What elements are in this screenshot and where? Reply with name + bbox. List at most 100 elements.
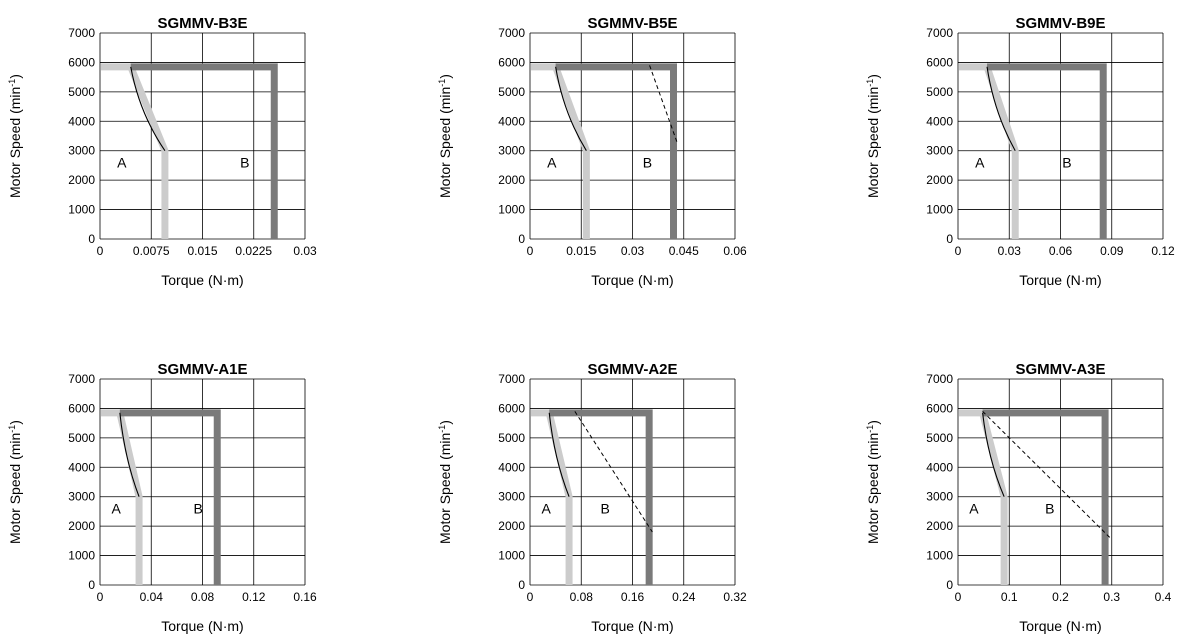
y-tick-label: 5000: [926, 431, 953, 445]
chart-panel: A B SGMMV-A2E 0 1000 2000 3000 4000 5000 6000 7000…: [437, 361, 747, 634]
chart-panel: A B SGMMV-B9E 0 1000 2000 3000 4000 5000 6000 7000…: [865, 15, 1175, 288]
dashed-limit-line: [574, 411, 653, 533]
y-axis-label-main: Motor Speed (min: [865, 87, 881, 198]
x-tick-label: 0.06: [723, 244, 747, 258]
region-label-a: A: [969, 500, 979, 516]
x-tick-label: 0.03: [293, 244, 317, 258]
region-label-b: B: [194, 500, 203, 516]
y-tick-label: 4000: [68, 114, 95, 128]
y-axis-label-main: Motor Speed (min: [437, 433, 453, 544]
y-tick-label: 7000: [498, 372, 525, 386]
x-tick-label: 0.4: [1155, 590, 1172, 604]
region-label-b: B: [240, 154, 249, 170]
chart-title: SGMMV-B3E: [157, 15, 247, 32]
y-axis-label: Motor Speed (min-1): [437, 74, 453, 198]
y-tick-label: 4000: [498, 460, 525, 474]
y-tick-label: 3000: [498, 490, 525, 504]
region-label-a: A: [117, 154, 127, 170]
y-tick-label: 5000: [926, 85, 953, 99]
x-tick-label: 0.09: [1100, 244, 1124, 258]
y-tick-label: 2000: [68, 519, 95, 533]
y-tick-label: 1000: [498, 549, 525, 563]
characteristic-curve: [119, 412, 140, 497]
region-a-boundary: [959, 409, 1008, 585]
region-label-a: A: [112, 500, 122, 516]
y-tick-label: 6000: [498, 55, 525, 69]
y-tick-label: 1000: [68, 203, 95, 217]
chart-title: SGMMV-A1E: [157, 361, 247, 378]
y-tick-label: 2000: [926, 173, 953, 187]
region-b-boundary: [982, 409, 1109, 585]
y-tick-label: 3000: [68, 144, 95, 158]
y-axis-label-main: Motor Speed (min: [7, 87, 23, 198]
x-axis-label: Torque (N·m): [1019, 272, 1101, 288]
y-tick-label: 5000: [68, 85, 95, 99]
x-tick-label: 0.015: [187, 244, 217, 258]
x-tick-label: 0.12: [242, 590, 266, 604]
y-tick-label: 7000: [926, 26, 953, 40]
region-a-boundary: [531, 409, 573, 585]
characteristic-curve: [982, 412, 1005, 497]
x-tick-label: 0.2: [1052, 590, 1069, 604]
chart-panel: A B SGMMV-A1E 0 1000 2000 3000 4000 5000 6000 7000…: [7, 361, 317, 634]
y-tick-label: 4000: [926, 114, 953, 128]
y-axis-label-close: ): [865, 74, 881, 79]
y-axis-label: Motor Speed (min-1): [865, 420, 881, 544]
x-tick-label: 0.04: [140, 590, 164, 604]
x-tick-label: 0.12: [1151, 244, 1175, 258]
y-tick-label: 7000: [926, 372, 953, 386]
x-tick-label: 0.045: [669, 244, 699, 258]
x-tick-label: 0.32: [723, 590, 747, 604]
y-axis-label: Motor Speed (min-1): [7, 74, 23, 198]
y-axis-label: Motor Speed (min-1): [865, 74, 881, 198]
y-axis-label-close: ): [7, 420, 23, 425]
characteristic-curve: [548, 412, 570, 497]
y-tick-label: 5000: [498, 85, 525, 99]
x-tick-label: 0: [527, 244, 534, 258]
region-label-b: B: [1062, 154, 1071, 170]
y-axis-label: Motor Speed (min-1): [7, 420, 23, 544]
y-tick-label: 6000: [926, 55, 953, 69]
y-tick-label: 0: [518, 578, 525, 592]
chart-title: SGMMV-A3E: [1015, 361, 1105, 378]
y-axis-label-close: ): [865, 420, 881, 425]
characteristic-curve: [555, 66, 587, 152]
y-tick-label: 1000: [926, 203, 953, 217]
chart-panel: A B SGMMV-B5E 0 1000 2000 3000 4000 5000 6000 7000…: [437, 15, 747, 288]
y-tick-label: 2000: [68, 173, 95, 187]
y-axis-label-superscript: -1: [865, 79, 875, 87]
chart-panel: A B SGMMV-B3E 0 1000 2000 3000 4000 5000 6000 7000…: [7, 15, 317, 288]
y-tick-label: 0: [88, 578, 95, 592]
x-tick-label: 0.16: [293, 590, 317, 604]
y-axis-label-superscript: -1: [437, 79, 447, 87]
region-b-boundary: [555, 63, 677, 239]
chart-panel: A B SGMMV-A3E 0 1000 2000 3000 4000 5000 6000 7000…: [865, 361, 1172, 634]
region-a-boundary: [959, 63, 1019, 239]
region-b-boundary: [130, 63, 278, 239]
y-tick-label: 7000: [498, 26, 525, 40]
x-tick-label: 0: [955, 244, 962, 258]
x-tick-label: 0.08: [570, 590, 594, 604]
y-tick-label: 0: [518, 232, 525, 246]
y-axis-label: Motor Speed (min-1): [437, 420, 453, 544]
x-tick-label: 0: [97, 590, 104, 604]
y-tick-label: 5000: [498, 431, 525, 445]
region-a-boundary: [101, 409, 143, 585]
x-tick-label: 0.015: [566, 244, 596, 258]
region-label-a: A: [547, 154, 557, 170]
y-tick-label: 7000: [68, 26, 95, 40]
y-axis-label-close: ): [7, 74, 23, 79]
chart-title: SGMMV-B9E: [1015, 15, 1105, 32]
y-axis-label-superscript: -1: [865, 425, 875, 433]
x-tick-label: 0.3: [1103, 590, 1120, 604]
y-tick-label: 4000: [926, 460, 953, 474]
y-tick-label: 3000: [68, 490, 95, 504]
y-axis-label-superscript: -1: [7, 425, 17, 433]
characteristic-curve: [986, 66, 1016, 151]
y-tick-label: 2000: [926, 519, 953, 533]
y-tick-label: 5000: [68, 431, 95, 445]
y-tick-label: 3000: [926, 490, 953, 504]
x-tick-label: 0.24: [672, 590, 696, 604]
x-tick-label: 0.08: [191, 590, 215, 604]
